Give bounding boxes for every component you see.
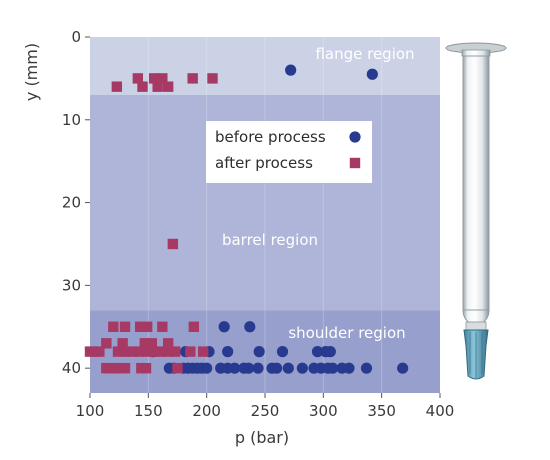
region-band-flange-region (90, 37, 440, 95)
y-tick-label: 30 (62, 276, 81, 294)
legend-label: after process (215, 154, 313, 172)
point-after-process (162, 346, 174, 357)
point-before-process (285, 64, 297, 76)
point-after-process (197, 346, 209, 357)
syringe-illustration (445, 42, 507, 380)
point-after-process (117, 338, 128, 349)
legend-marker-square (349, 157, 361, 169)
point-after-process (133, 346, 145, 357)
point-before-process (229, 362, 241, 374)
point-after-process (119, 346, 131, 357)
region-labels: flange region barrel region shoulder regio… (222, 45, 415, 342)
point-after-process (162, 81, 174, 92)
region-label: flange region (315, 45, 414, 63)
legend-marker-circle (349, 131, 361, 143)
point-before-process (282, 362, 294, 374)
region-label: barrel region (222, 231, 318, 249)
point-after-process (126, 346, 138, 357)
point-before-process (253, 346, 265, 358)
flange-neck (461, 49, 491, 57)
x-tick-label: 350 (367, 402, 396, 420)
point-before-process (366, 68, 378, 80)
cap-ribs (469, 332, 483, 378)
point-after-process (162, 338, 174, 349)
point-after-process (146, 338, 158, 349)
region-label: shoulder region (288, 324, 405, 342)
point-after-process (119, 362, 131, 374)
point-before-process (244, 321, 256, 333)
point-after-process (137, 81, 148, 92)
point-after-process (112, 346, 124, 357)
point-after-process (119, 321, 131, 332)
point-before-process (276, 346, 289, 358)
point-before-process (243, 362, 255, 374)
data-points (84, 64, 409, 374)
point-after-process (101, 338, 112, 349)
legend-box (206, 121, 372, 183)
point-after-process (111, 81, 123, 92)
x-tick-label: 200 (192, 402, 221, 420)
point-before-process (252, 362, 264, 374)
point-after-process (132, 73, 144, 84)
point-before-process (324, 346, 336, 358)
point-after-process (157, 73, 168, 84)
point-after-process (94, 346, 105, 357)
point-after-process (169, 346, 181, 357)
y-axis-title: y (mm) (22, 43, 41, 101)
point-after-process (152, 81, 163, 92)
point-after-process (207, 73, 218, 84)
point-after-process (140, 362, 152, 374)
point-after-process (139, 338, 151, 349)
point-after-process (157, 321, 168, 332)
point-before-process (311, 346, 324, 358)
gridlines (147, 37, 383, 393)
point-after-process (134, 321, 146, 332)
point-after-process (141, 321, 153, 332)
y-axis-ticks: 0 10 20 30 40 (62, 28, 90, 377)
hub-ring (465, 321, 487, 331)
point-before-process (296, 362, 308, 374)
legend: before process after process (206, 121, 372, 183)
x-tick-label: 400 (426, 402, 455, 420)
point-after-process (148, 346, 160, 357)
y-tick-label: 40 (62, 359, 81, 377)
point-after-process (155, 346, 167, 357)
point-before-process (218, 321, 230, 333)
x-tick-label: 300 (309, 402, 338, 420)
point-after-process (188, 321, 200, 332)
legend-label: before process (215, 128, 326, 146)
y-tick-label: 10 (62, 111, 81, 129)
point-before-process (327, 362, 339, 374)
series-after-process (84, 73, 218, 374)
point-after-process (141, 346, 153, 357)
x-tick-label: 150 (134, 402, 163, 420)
point-before-process (271, 362, 283, 374)
series-before-process (147, 64, 409, 374)
x-tick-label: 250 (251, 402, 280, 420)
point-after-process (167, 238, 179, 250)
barrel-shape (462, 55, 490, 311)
y-tick-label: 0 (71, 28, 81, 46)
y-tick-label: 20 (62, 194, 81, 212)
x-axis-title: p (bar) (235, 428, 289, 447)
x-tick-label: 100 (76, 402, 105, 420)
point-before-process (397, 362, 409, 374)
point-after-process (148, 73, 160, 84)
point-before-process (343, 362, 355, 374)
point-before-process (360, 362, 373, 374)
point-after-process (108, 321, 119, 332)
point-after-process (172, 362, 183, 374)
point-after-process (187, 73, 198, 84)
x-axis-ticks: 100 150 200 250 300 350 400 (76, 393, 455, 420)
point-after-process (185, 346, 196, 357)
point-before-process (201, 362, 213, 374)
point-before-process (222, 346, 234, 358)
